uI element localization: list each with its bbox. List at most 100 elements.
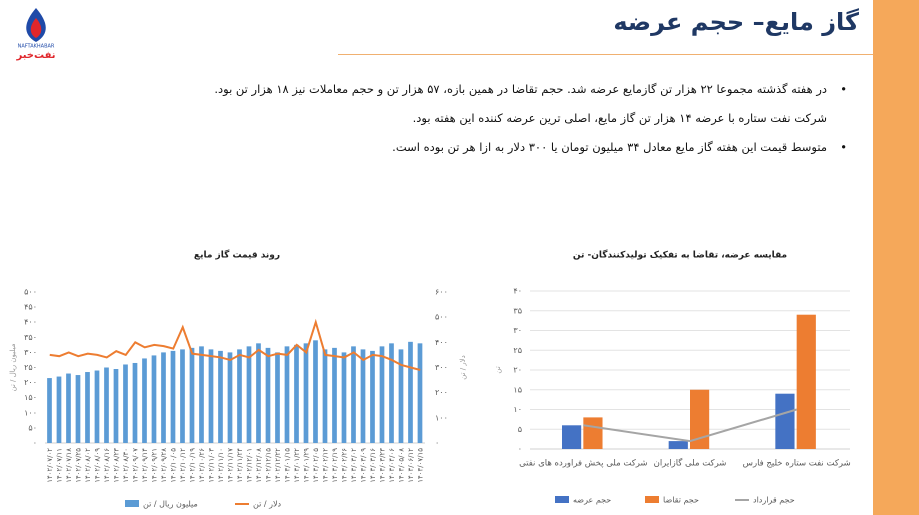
y-tick-label: ۲۵ — [513, 346, 522, 355]
x-tick-label: ۱۴۰۳/۰۳/۰۲ — [350, 448, 358, 483]
bar — [56, 376, 62, 443]
x-tick-label: ۱۴۰۲/۰۸/۰۲ — [84, 448, 92, 483]
bar — [246, 346, 252, 443]
x-tick-label: ۱۴۰۳/۰۲/۰۵ — [312, 448, 320, 483]
bar — [94, 370, 100, 443]
legend-swatch — [645, 496, 659, 503]
logo-flame — [30, 18, 42, 38]
header-title: گاز مایع– حجم عرضه — [613, 8, 859, 36]
y2-tick-label: ۵۰۰ — [435, 313, 448, 322]
y-tick-label: ۳۵ — [513, 306, 522, 315]
y-tick-label: ۱۰ — [513, 405, 522, 414]
bar — [151, 355, 157, 443]
bar — [85, 372, 90, 443]
x-tick-label: ۱۴۰۳/۰۱/۲۹ — [302, 448, 310, 483]
x-tick-label: شرکت ملی گازایران — [654, 458, 727, 469]
y2-tick-label: ۶۰۰ — [435, 288, 448, 297]
x-tick-label: ۱۴۰۲/۰۷/۱۸ — [65, 448, 73, 483]
x-tick-label: ۱۴۰۲/۱۰/۲۶ — [198, 448, 206, 483]
bar — [123, 364, 128, 443]
bar — [398, 349, 404, 443]
bar — [180, 349, 185, 443]
bar — [47, 378, 52, 443]
x-tick-label: ۱۴۰۲/۰۹/۲۱ — [150, 448, 158, 483]
y-tick-label: ۳۵۰ — [24, 333, 37, 342]
legend-label: حجم عرضه — [573, 496, 611, 505]
x-tick-label: ۱۴۰۲/۱۲/۲۲ — [274, 448, 282, 483]
x-tick-label: ۱۴۰۲/۱۱/۲۴ — [236, 448, 244, 483]
logo: NAFTAKHABAR نفت‌خبر — [15, 8, 56, 61]
y2-tick-label: ۳۰۰ — [435, 363, 448, 372]
bar — [161, 352, 166, 443]
bar — [668, 441, 688, 449]
x-tick-label: ۱۴۰۲/۱۱/۱۰ — [217, 448, 225, 483]
x-tick-label: ۱۴۰۳/۰۱/۲۲ — [293, 448, 301, 483]
y-tick-label: ۳۰ — [513, 326, 522, 335]
bar — [199, 346, 204, 443]
bar — [775, 393, 795, 449]
x-tick-label: ۱۴۰۲/۱۲/۰۱ — [245, 448, 253, 483]
legend-label: حجم قرارداد — [753, 496, 795, 505]
y-tick-label: ۴۰ — [513, 287, 522, 296]
bar — [218, 350, 223, 443]
y-tick-label: ۱۵۰ — [24, 393, 37, 402]
x-tick-label: ۱۴۰۲/۰۹/۰۷ — [131, 448, 139, 483]
x-tick-label: ۱۴۰۳/۰۳/۱۶ — [369, 448, 377, 483]
x-tick-label: ۱۴۰۲/۰۸/۳۰ — [122, 448, 130, 483]
side-stripe — [873, 0, 919, 515]
x-tick-label: ۱۴۰۲/۰۷/۰۲ — [46, 448, 54, 483]
x-tick-label: ۱۴۰۳/۰۵/۰۸ — [397, 448, 405, 483]
bar — [227, 352, 233, 443]
y-tick-label: ۴۰۰ — [24, 318, 37, 327]
line — [583, 408, 797, 443]
x-tick-label: ۱۴۰۲/۰۹/۱۴ — [141, 448, 149, 483]
legend-label: حجم تقاضا — [663, 496, 699, 505]
bar — [142, 358, 147, 443]
bullet-text: متوسط قیمت این هفته گاز مایع معادل ۳۴ می… — [127, 140, 847, 154]
bar — [322, 349, 328, 443]
bar — [265, 347, 271, 443]
y-tick-label: ۰ — [33, 439, 37, 448]
x-tick-label: ۱۴۰۲/۰۸/۲۳ — [112, 448, 120, 483]
x-tick-label: ۱۴۰۲/۱۰/۰۵ — [169, 448, 177, 483]
bar — [690, 389, 710, 449]
bar — [408, 341, 413, 443]
bar — [332, 347, 337, 443]
header-rule — [338, 54, 873, 55]
bar — [104, 367, 109, 443]
bar — [379, 346, 385, 443]
x-tick-label: ۱۴۰۳/۰۲/۱۲ — [321, 448, 329, 483]
x-tick-label: ۱۴۰۳/۰۷/۱۵ — [416, 448, 424, 483]
x-tick-label: ۱۴۰۳/۰۲/۱۹ — [331, 448, 339, 483]
x-tick-label: ۱۴۰۲/۰۷/۲۵ — [74, 448, 82, 483]
bar — [66, 373, 71, 443]
chart-title: روند قیمت گاز مایع — [194, 249, 280, 261]
x-tick-label: ۱۴۰۳/۰۲/۲۶ — [340, 448, 348, 483]
x-tick-label: ۱۴۰۲/۰۷/۱۱ — [55, 448, 63, 483]
x-tick-label: شرکت ملی پخش فراورده های نفتی — [519, 459, 647, 469]
bar — [562, 425, 582, 449]
x-tick-label: ۱۴۰۲/۱۰/۱۹ — [188, 448, 196, 483]
x-tick-label: شرکت نفت ستاره خلیج فارس — [743, 459, 851, 469]
x-tick-label: ۱۴۰۳/۰۳/۰۹ — [359, 448, 367, 483]
bar — [189, 347, 195, 443]
bar — [275, 352, 280, 443]
logo-latin: NAFTAKHABAR — [18, 44, 55, 50]
bar — [370, 350, 375, 443]
line — [49, 318, 421, 371]
bullet-text: در هفته گذشته مجموعا ۲۲ هزار تن گازمایع … — [127, 82, 847, 96]
x-tick-label: ۱۴۰۲/۰۹/۲۸ — [160, 448, 168, 483]
bar — [113, 369, 119, 443]
legend-swatch — [125, 500, 139, 507]
x-tick-label: ۱۴۰۲/۰۸/۱۶ — [103, 448, 111, 483]
bullet-text: شرکت نفت ستاره با عرضه ۱۴ هزار تن گاز ما… — [412, 111, 827, 125]
x-tick-label: ۱۴۰۲/۱۲/۱۵ — [264, 448, 272, 483]
x-tick-label: ۱۴۰۲/۱۱/۱۷ — [226, 448, 234, 483]
legend-label: میلیون ریال / تن — [143, 500, 198, 509]
bar — [256, 343, 261, 443]
y-tick-label: ۱۵ — [513, 385, 522, 394]
bar — [313, 340, 318, 443]
bar — [237, 349, 242, 443]
y2-tick-label: ۴۰۰ — [435, 338, 448, 347]
x-tick-label: ۱۴۰۲/۱۲/۰۸ — [255, 448, 263, 483]
